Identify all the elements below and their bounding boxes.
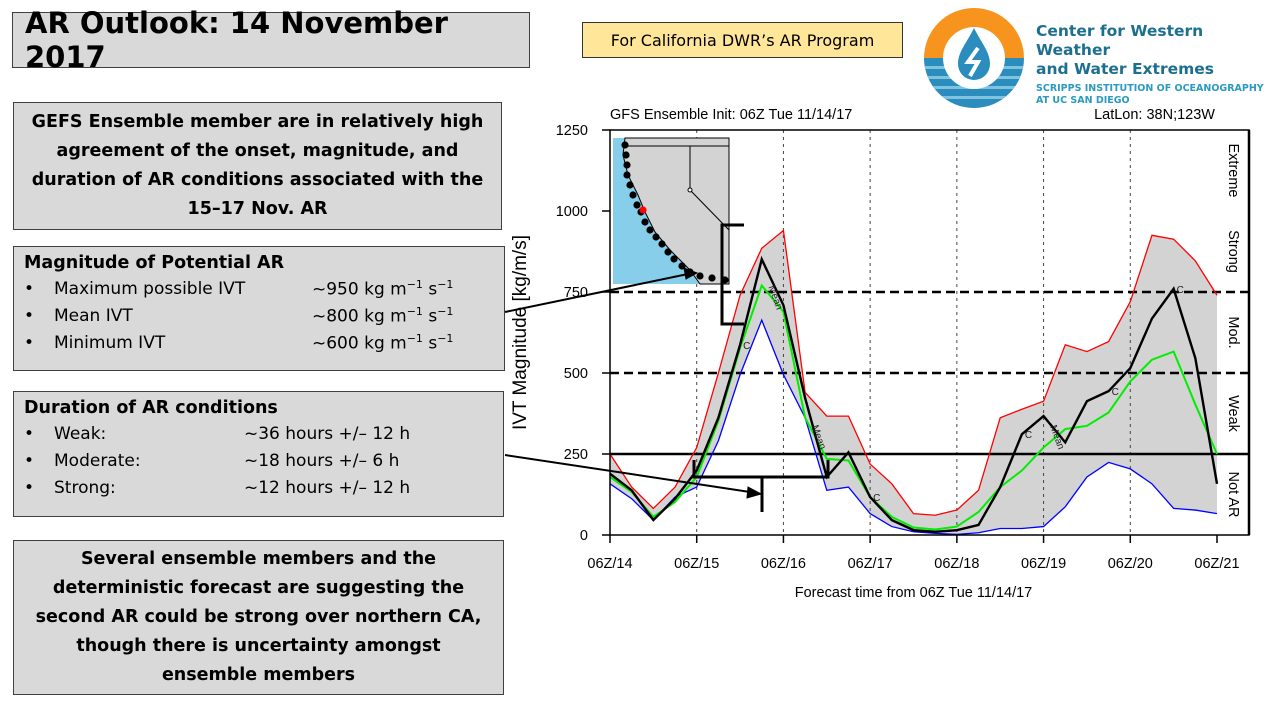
logo-line4: AT UC SAN DIEGO (1036, 95, 1130, 106)
item-value: ~18 hours +/– 6 h (244, 450, 400, 471)
item-value: ~950 kg m−1 s−1 (312, 277, 454, 300)
conclusion-text: Several ensemble members and the determi… (35, 549, 482, 685)
logo-line1: Center for Western Weather (1036, 22, 1204, 59)
bullet: • (24, 332, 35, 353)
x-tick-label: 06Z/17 (848, 556, 893, 572)
item-label: Minimum IVT (54, 332, 166, 353)
x-tick-label: 06Z/21 (1194, 556, 1239, 572)
coast-point (652, 233, 660, 241)
x-tick-label: 06Z/14 (587, 556, 632, 572)
magnitude-item: • Mean IVT ~800 kg m−1 s−1 (24, 302, 494, 329)
series-label-control: C (743, 341, 750, 352)
series-label-control: C (1025, 430, 1032, 441)
duration-box: Duration of AR conditions • Weak: ~36 hour… (13, 391, 504, 517)
item-label: Maximum possible IVT (54, 278, 246, 299)
magnitude-item: • Maximum possible IVT ~950 kg m−1 s−1 (24, 275, 494, 302)
ensemble-spread (610, 230, 1217, 535)
coast-point (641, 218, 649, 226)
logo-line2: and Water Extremes (1036, 60, 1214, 78)
y-tick-label: 0 (580, 528, 588, 544)
series-line-min (609, 318, 1218, 536)
summary-text: GEFS Ensemble member are in relatively h… (31, 112, 484, 219)
y-tick-label: 1000 (556, 204, 588, 220)
y-tick-label: 1250 (556, 123, 588, 139)
series-line-max (609, 229, 1218, 516)
arrowhead (746, 486, 763, 499)
x-tick-label: 06Z/16 (761, 556, 806, 572)
bullet: • (24, 278, 35, 299)
magnitude-item: • Minimum IVT ~600 kg m−1 s−1 (24, 329, 494, 356)
coast-point (670, 255, 678, 263)
x-tick-label: 06Z/19 (1021, 556, 1066, 572)
arrow-duration (504, 454, 751, 493)
x-tick-label: 06Z/18 (934, 556, 979, 572)
category-label-weak: Weak (1225, 395, 1241, 433)
category-label-extreme: Extreme (1225, 144, 1241, 198)
category-label-mod-: Mod. (1225, 316, 1241, 348)
series-label-control: C (1177, 285, 1184, 296)
arrow-magnitude (504, 273, 689, 313)
x-axis-label: Forecast time from 06Z Tue 11/14/17 (795, 585, 1032, 601)
series-line-mean (609, 283, 1218, 531)
bullet: • (24, 450, 35, 471)
duration-item: • Moderate: ~18 hours +/– 6 h (24, 447, 493, 474)
plot-frame (609, 129, 1250, 536)
duration-item: • Weak: ~36 hours +/– 12 h (24, 420, 493, 447)
category-label-not-ar: Not AR (1225, 472, 1241, 518)
bullet: • (24, 305, 35, 326)
bracket-magnitude (720, 223, 744, 326)
summary-box: GEFS Ensemble member are in relatively h… (13, 102, 502, 230)
item-label: Mean IVT (54, 305, 133, 326)
chart-title: GFS Ensemble Init: 06Z Tue 11/14/17 (610, 107, 852, 123)
y-axis-label: IVT Magnitude [kg/m/s] (510, 235, 531, 430)
bullet: • (24, 477, 35, 498)
inset-map (613, 137, 730, 285)
coast-point (696, 272, 704, 280)
x-tick-label: 06Z/20 (1108, 556, 1153, 572)
item-value: ~12 hours +/– 12 h (244, 477, 411, 498)
y-tick-label: 250 (564, 447, 588, 463)
coast-point (623, 161, 631, 169)
coast-point (623, 171, 631, 179)
coast-point (626, 181, 634, 189)
x-tick-label: 06Z/15 (674, 556, 719, 572)
coast-point (622, 151, 630, 159)
coast-point (658, 240, 666, 248)
series-label-control: C (1112, 387, 1119, 398)
series-line-control (609, 255, 1219, 533)
item-label: Weak: (54, 423, 107, 444)
coast-point (621, 141, 629, 149)
coast-point (646, 226, 654, 234)
duration-item: • Strong: ~12 hours +/– 12 h (24, 474, 493, 501)
magnitude-box: Magnitude of Potential AR • Maximum possi… (13, 246, 505, 371)
coast-point (708, 274, 716, 282)
cw3e-logo (924, 8, 1024, 108)
item-value: ~600 kg m−1 s−1 (312, 331, 454, 354)
logo-text: Center for Western Weather and Water Ext… (1036, 22, 1280, 107)
conclusion-box: Several ensemble members and the determi… (13, 540, 504, 695)
coast-point (629, 191, 637, 199)
program-label: For California DWR’s AR Program (582, 22, 903, 58)
category-label-strong: Strong (1225, 230, 1241, 273)
location-marker (639, 206, 647, 214)
y-tick-label: 500 (564, 366, 588, 382)
chart-subtitle: LatLon: 38N;123W (1094, 107, 1215, 123)
item-label: Strong: (54, 477, 116, 498)
bullet: • (24, 423, 35, 444)
annotations (504, 223, 830, 512)
logo-line3: SCRIPPS INSTITUTION OF OCEANOGRAPHY (1036, 83, 1264, 94)
item-value: ~36 hours +/– 12 h (244, 423, 411, 444)
coast-point (633, 201, 641, 209)
item-value: ~800 kg m−1 s−1 (312, 304, 454, 327)
magnitude-heading: Magnitude of Potential AR (24, 253, 285, 273)
duration-heading: Duration of AR conditions (24, 398, 278, 418)
arrowhead (683, 267, 699, 280)
bracket-duration (692, 460, 830, 512)
series-label-control: C (873, 493, 880, 504)
coast-point (664, 248, 672, 256)
item-label: Moderate: (54, 450, 141, 471)
